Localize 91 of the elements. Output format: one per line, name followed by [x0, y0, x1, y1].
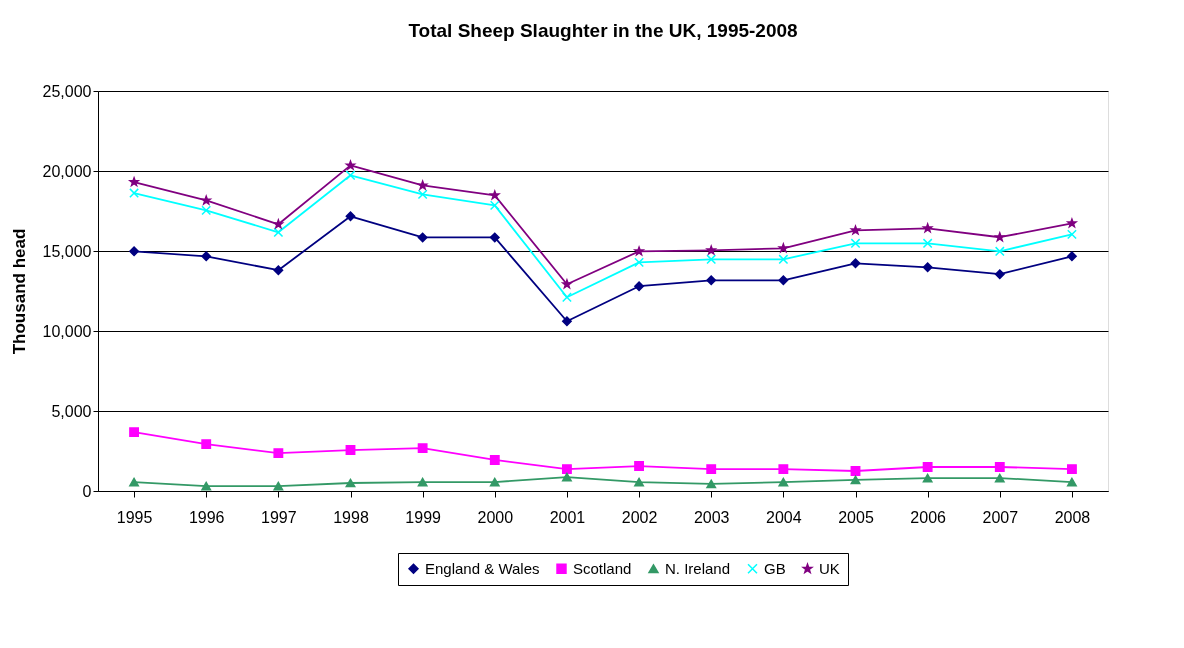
- point: [1067, 464, 1077, 475]
- point: [129, 188, 139, 199]
- y-tick-label: 0: [82, 482, 92, 500]
- point: [273, 219, 284, 229]
- point: [994, 462, 1005, 472]
- x-tick-label: 2007: [982, 508, 1019, 526]
- x-tick-label: 2002: [621, 508, 658, 526]
- x-tick-label: 2001: [549, 508, 586, 526]
- point: [345, 170, 356, 181]
- point: [417, 180, 428, 190]
- point: [201, 439, 212, 450]
- point: [778, 243, 789, 253]
- legend-label: England & Wales: [425, 559, 540, 577]
- point: [706, 275, 717, 286]
- point: [634, 246, 644, 256]
- point: [273, 448, 284, 459]
- point: [778, 477, 789, 487]
- chart-title: Total Sheep Slaughter in the UK, 1995-2008: [408, 20, 798, 41]
- point: [273, 227, 284, 238]
- point: [634, 461, 645, 471]
- x-tick-label: 2003: [693, 508, 730, 526]
- x-tick-label: 1996: [188, 508, 225, 526]
- point: [489, 455, 500, 465]
- x-tick-label: 2000: [477, 508, 514, 526]
- point: [129, 427, 140, 438]
- point: [1067, 229, 1077, 240]
- y-tick-label: 10,000: [42, 322, 92, 340]
- point: [634, 477, 644, 487]
- point: [994, 473, 1005, 483]
- point: [634, 281, 644, 292]
- point: [417, 232, 428, 243]
- point: [778, 275, 789, 286]
- x-tick-label: 2005: [838, 508, 874, 526]
- point: [922, 262, 933, 273]
- legend-label: N. Ireland: [665, 559, 731, 577]
- x-tick-label: 1999: [405, 508, 442, 526]
- point: [562, 316, 572, 327]
- point: [201, 481, 212, 491]
- point: [489, 200, 500, 211]
- x-tick-label: 1998: [333, 508, 369, 526]
- point: [994, 246, 1005, 257]
- point: [706, 464, 717, 475]
- x-tick-label: 2004: [766, 508, 802, 526]
- point: [850, 258, 861, 269]
- x-tick-label: 2008: [1054, 508, 1091, 526]
- point: [345, 478, 356, 488]
- point: [345, 445, 356, 455]
- point: [994, 269, 1005, 280]
- point: [129, 477, 139, 487]
- point: [850, 466, 861, 476]
- point: [634, 257, 644, 268]
- legend-label: GB: [764, 559, 786, 577]
- point: [417, 443, 428, 454]
- point: [778, 254, 789, 265]
- point: [922, 223, 933, 233]
- point: [922, 238, 933, 249]
- point: [706, 254, 717, 265]
- point: [489, 477, 500, 487]
- x-tick-label: 2006: [910, 508, 947, 526]
- point: [778, 464, 789, 475]
- point: [562, 464, 572, 475]
- point: [417, 477, 428, 487]
- point: [489, 232, 500, 243]
- point: [922, 473, 933, 483]
- point: [201, 205, 212, 216]
- y-tick-label: 15,000: [42, 242, 92, 260]
- x-tick-label: 1995: [116, 508, 153, 526]
- legend-label: Scotland: [573, 559, 632, 577]
- point: [706, 479, 717, 489]
- legend-label: UK: [819, 559, 840, 577]
- point: [273, 481, 284, 491]
- point: [850, 238, 861, 249]
- point: [850, 225, 861, 235]
- point: [201, 251, 212, 262]
- point: [1067, 251, 1077, 262]
- point: [345, 160, 356, 170]
- point: [273, 265, 284, 276]
- y-axis-title: Thousand head: [9, 228, 29, 355]
- point: [345, 211, 356, 222]
- y-tick-label: 20,000: [42, 162, 92, 180]
- y-tick-label: 25,000: [42, 82, 92, 100]
- point: [1067, 218, 1077, 228]
- x-tick-label: 1997: [261, 508, 297, 526]
- y-tick-label: 5,000: [51, 402, 92, 420]
- point: [417, 189, 428, 200]
- point: [129, 246, 139, 257]
- point: [850, 475, 861, 485]
- point: [562, 472, 572, 482]
- point: [562, 292, 572, 303]
- point: [1067, 477, 1077, 487]
- point: [922, 462, 933, 472]
